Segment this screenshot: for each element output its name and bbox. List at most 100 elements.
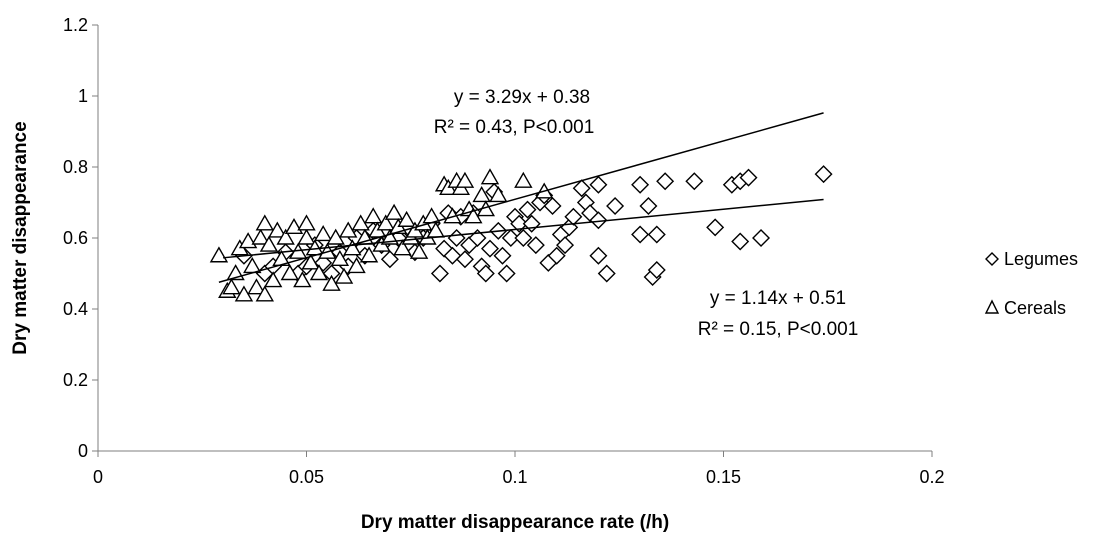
cereals-point [359,246,379,263]
cereals-point [301,253,320,270]
cereals-point [514,171,533,188]
cereals-point [364,207,383,224]
legumes-point [497,264,516,283]
cereals-trendline [218,112,824,283]
y-tick-label: 0.8 [63,157,88,177]
cereals-point [309,264,329,281]
cereals-point [284,217,304,235]
legumes-point [606,197,625,216]
legumes-point [430,264,449,283]
legumes-point [597,264,616,283]
cereals-trend-stats: R² = 0.43, P<0.001 [434,117,595,138]
legumes-point [572,179,591,198]
cereals-point [251,228,270,245]
cereals-point [334,267,354,284]
legumes-point [647,260,666,279]
cereals-point [455,171,475,188]
y-tick-label: 0 [78,441,88,461]
cereals-point [209,246,229,263]
y-tick-label: 0.4 [63,299,88,319]
legumes-trend-equation: y = 1.14x + 0.51 [710,288,846,309]
legumes-trendline [223,198,824,259]
cereals-point [280,264,300,281]
cereals-point [247,278,266,295]
legumes-point [543,197,562,216]
cereals-point [268,221,287,238]
x-axis-title: Dry matter disappearance rate (/h) [361,512,669,533]
x-tick-label: 0.2 [919,467,944,487]
cereals-point [397,210,416,227]
y-tick-label: 1 [78,86,88,106]
legumes-point [631,175,650,194]
cereals-point [293,271,312,288]
legumes-point [739,168,758,187]
legumes-point [589,246,608,265]
y-tick-label: 0.6 [63,228,88,248]
cereals-point [393,239,412,256]
legend-item-cereals: Cereals [984,298,1066,318]
legumes-point [589,211,608,230]
legumes-point [752,229,771,247]
legumes-point [589,175,608,194]
cereals-point [472,185,491,203]
cereals-point [489,185,508,203]
legumes-point [547,246,566,265]
legumes-point [510,214,529,233]
axis-ticks: 0 0.2 0.4 0.6 0.8 1 1.2 0 0.05 0.1 0.15 0.2 [63,15,945,487]
legumes-point [480,239,499,258]
legumes-point [501,229,520,247]
cereals-point [376,214,395,231]
data-points [209,165,833,302]
legumes-trend-stats: R² = 0.15, P<0.001 [698,319,859,340]
y-tick-label: 0.2 [63,370,88,390]
cereals-point [330,249,350,266]
legumes-point [518,200,537,219]
legumes-point [706,218,725,237]
legumes-point [656,172,675,191]
legumes-point [522,214,541,233]
legend-triangle-icon [984,299,1000,314]
legumes-point [814,165,833,184]
cereals-point [347,256,366,274]
cereals-point [409,242,429,259]
legend-label-legumes: Legumes [1004,249,1078,269]
legumes-point [514,229,533,247]
trendlines [218,112,824,283]
legumes-point [639,197,658,216]
legumes-point [631,225,650,244]
legend: Legumes Cereals [984,249,1078,318]
x-tick-label: 0.15 [706,467,741,487]
cereals-point [259,235,279,252]
cereals-point [255,285,275,302]
legumes-point [455,250,474,269]
y-axis-title-wrap: Dry matter disappearance [10,121,31,354]
legend-label-cereals: Cereals [1004,298,1066,318]
cereals-point [343,239,362,256]
legumes-point [647,225,666,244]
x-tick-label: 0.05 [289,467,324,487]
cereals-point [276,228,295,245]
legumes-point [556,236,575,255]
x-tick-label: 0.1 [502,467,527,487]
y-tick-label: 1.2 [63,15,88,35]
cereals-point [222,278,241,295]
legumes-point [526,236,545,255]
cereals-point [313,225,333,242]
cereals-point [480,168,500,185]
cereals-point [263,271,283,288]
legumes-point [564,207,583,226]
cereals-point [297,214,316,231]
legumes-point [731,232,750,251]
cereals-point [384,203,404,220]
y-axis-title: Dry matter disappearance [10,121,31,354]
legumes-point [685,172,704,191]
legumes-point [493,246,512,265]
x-tick-label: 0 [93,467,103,487]
legend-diamond-icon [985,252,999,266]
cereals-point [297,228,316,245]
legumes-point [476,264,495,283]
cereals-trend-equation: y = 3.29x + 0.38 [454,87,590,108]
cereals-point [238,232,258,249]
legend-item-legumes: Legumes [985,249,1078,269]
